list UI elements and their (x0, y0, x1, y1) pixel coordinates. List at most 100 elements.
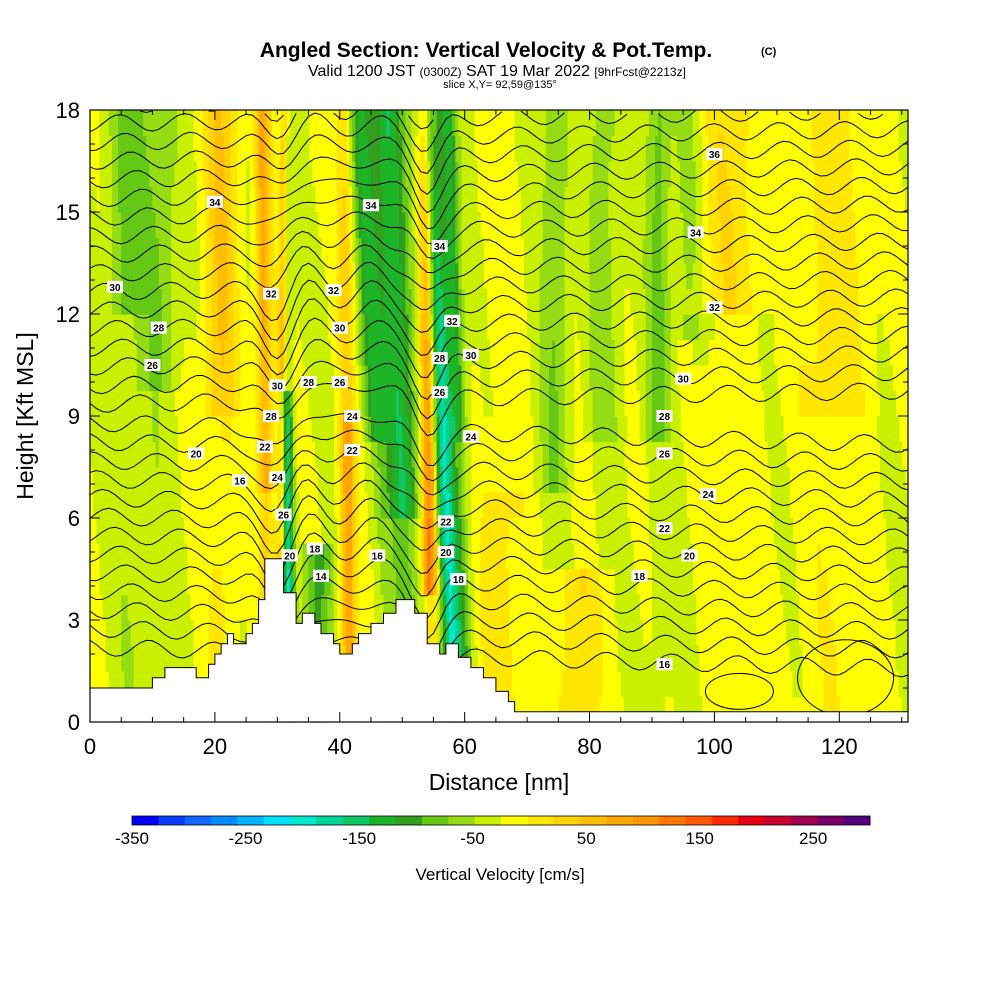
velocity-cell (449, 467, 453, 494)
velocity-cell (386, 441, 394, 468)
velocity-cell (364, 314, 369, 341)
velocity-cell (258, 212, 263, 239)
velocity-cell (483, 390, 494, 417)
velocity-cell (121, 288, 163, 315)
velocity-cell (233, 365, 241, 392)
velocity-cell (205, 212, 210, 239)
velocity-cell (211, 314, 219, 341)
velocity-cell (464, 518, 469, 545)
velocity-cell (430, 543, 434, 570)
velocity-cell (723, 263, 737, 290)
velocity-cell (308, 569, 316, 596)
contour-label: 18 (309, 545, 321, 556)
velocity-cell (268, 263, 272, 290)
velocity-cell (461, 518, 466, 545)
velocity-cell (442, 416, 447, 443)
velocity-cell (317, 492, 335, 519)
velocity-cell (361, 365, 366, 392)
velocity-cell (530, 390, 541, 417)
contour-label-box (675, 372, 692, 385)
velocity-cell (264, 467, 269, 494)
velocity-cell (283, 135, 288, 162)
velocity-cell (258, 365, 263, 392)
velocity-cell (692, 339, 709, 366)
velocity-cell (458, 467, 463, 494)
velocity-cell (255, 161, 260, 188)
theta-contour (89, 195, 909, 245)
velocity-cell (461, 467, 466, 494)
velocity-cell (414, 518, 419, 545)
velocity-cell (286, 569, 291, 596)
theta-contour (89, 413, 909, 467)
velocity-cell (283, 518, 288, 545)
theta-contour (89, 176, 909, 230)
velocity-cell (355, 237, 360, 264)
velocity-cell (246, 186, 250, 213)
velocity-cell (555, 365, 566, 392)
velocity-cell (342, 390, 353, 417)
contour-label-box (150, 321, 167, 334)
colorbar-swatch (263, 816, 291, 825)
velocity-cell (268, 186, 272, 213)
contour-label: 32 (709, 303, 721, 314)
velocity-cell (261, 263, 266, 290)
velocity-cell (414, 441, 419, 468)
velocity-cell (280, 212, 285, 239)
velocity-cell (542, 212, 566, 239)
contour-label: 28 (266, 412, 278, 423)
velocity-cell (708, 186, 719, 213)
velocity-cell (361, 339, 366, 366)
velocity-cell (349, 135, 353, 162)
colorbar-frame (131, 815, 871, 826)
velocity-cell (352, 416, 356, 443)
velocity-cell (352, 186, 356, 213)
colorbar-swatch (237, 816, 265, 825)
velocity-cell (464, 620, 469, 647)
velocity-cell (111, 161, 119, 188)
velocity-cell (436, 467, 441, 494)
velocity-cell (361, 288, 366, 315)
contour-label: 26 (659, 449, 671, 460)
contour-label: 20 (284, 551, 296, 562)
velocity-cell (358, 288, 363, 315)
velocity-cell (358, 365, 363, 392)
velocity-cell (723, 135, 747, 162)
velocity-cell (261, 288, 266, 315)
velocity-cell (445, 365, 450, 392)
velocity-cell (283, 492, 288, 519)
velocity-cell (261, 416, 269, 443)
velocity-cell (233, 314, 241, 341)
contour-label: 24 (347, 412, 359, 423)
velocity-cell (564, 263, 591, 290)
velocity-cell (445, 467, 450, 494)
subtitle-forecast: [9hrFcst@2213z] (594, 65, 686, 79)
velocity-cell (433, 441, 438, 468)
velocity-cell (355, 339, 360, 366)
velocity-cell (283, 186, 288, 213)
velocity-cell (636, 365, 647, 392)
velocity-cell (246, 212, 250, 239)
velocity-cell (414, 594, 419, 621)
velocity-cell (352, 569, 356, 596)
velocity-cell (383, 237, 400, 264)
velocity-cell (420, 365, 425, 392)
contour-label: 34 (365, 201, 377, 212)
velocity-cell (352, 518, 356, 545)
velocity-cell (286, 186, 316, 213)
contour-label: 28 (153, 324, 165, 335)
velocity-cell (726, 161, 747, 188)
velocity-cell (96, 518, 185, 545)
velocity-cell (417, 237, 422, 264)
contour-label-box (306, 542, 323, 555)
velocity-cell (349, 263, 353, 290)
velocity-cell (411, 569, 419, 596)
velocity-cell (258, 416, 263, 443)
contour-label-box (231, 474, 248, 487)
colorbar-tick-label: -150 (342, 829, 376, 848)
contour-label-box (444, 314, 461, 327)
velocity-cell (408, 543, 416, 570)
velocity-cell (352, 492, 356, 519)
contour-label: 26 (334, 378, 346, 389)
velocity-cell (255, 110, 260, 137)
velocity-cell (402, 314, 409, 341)
